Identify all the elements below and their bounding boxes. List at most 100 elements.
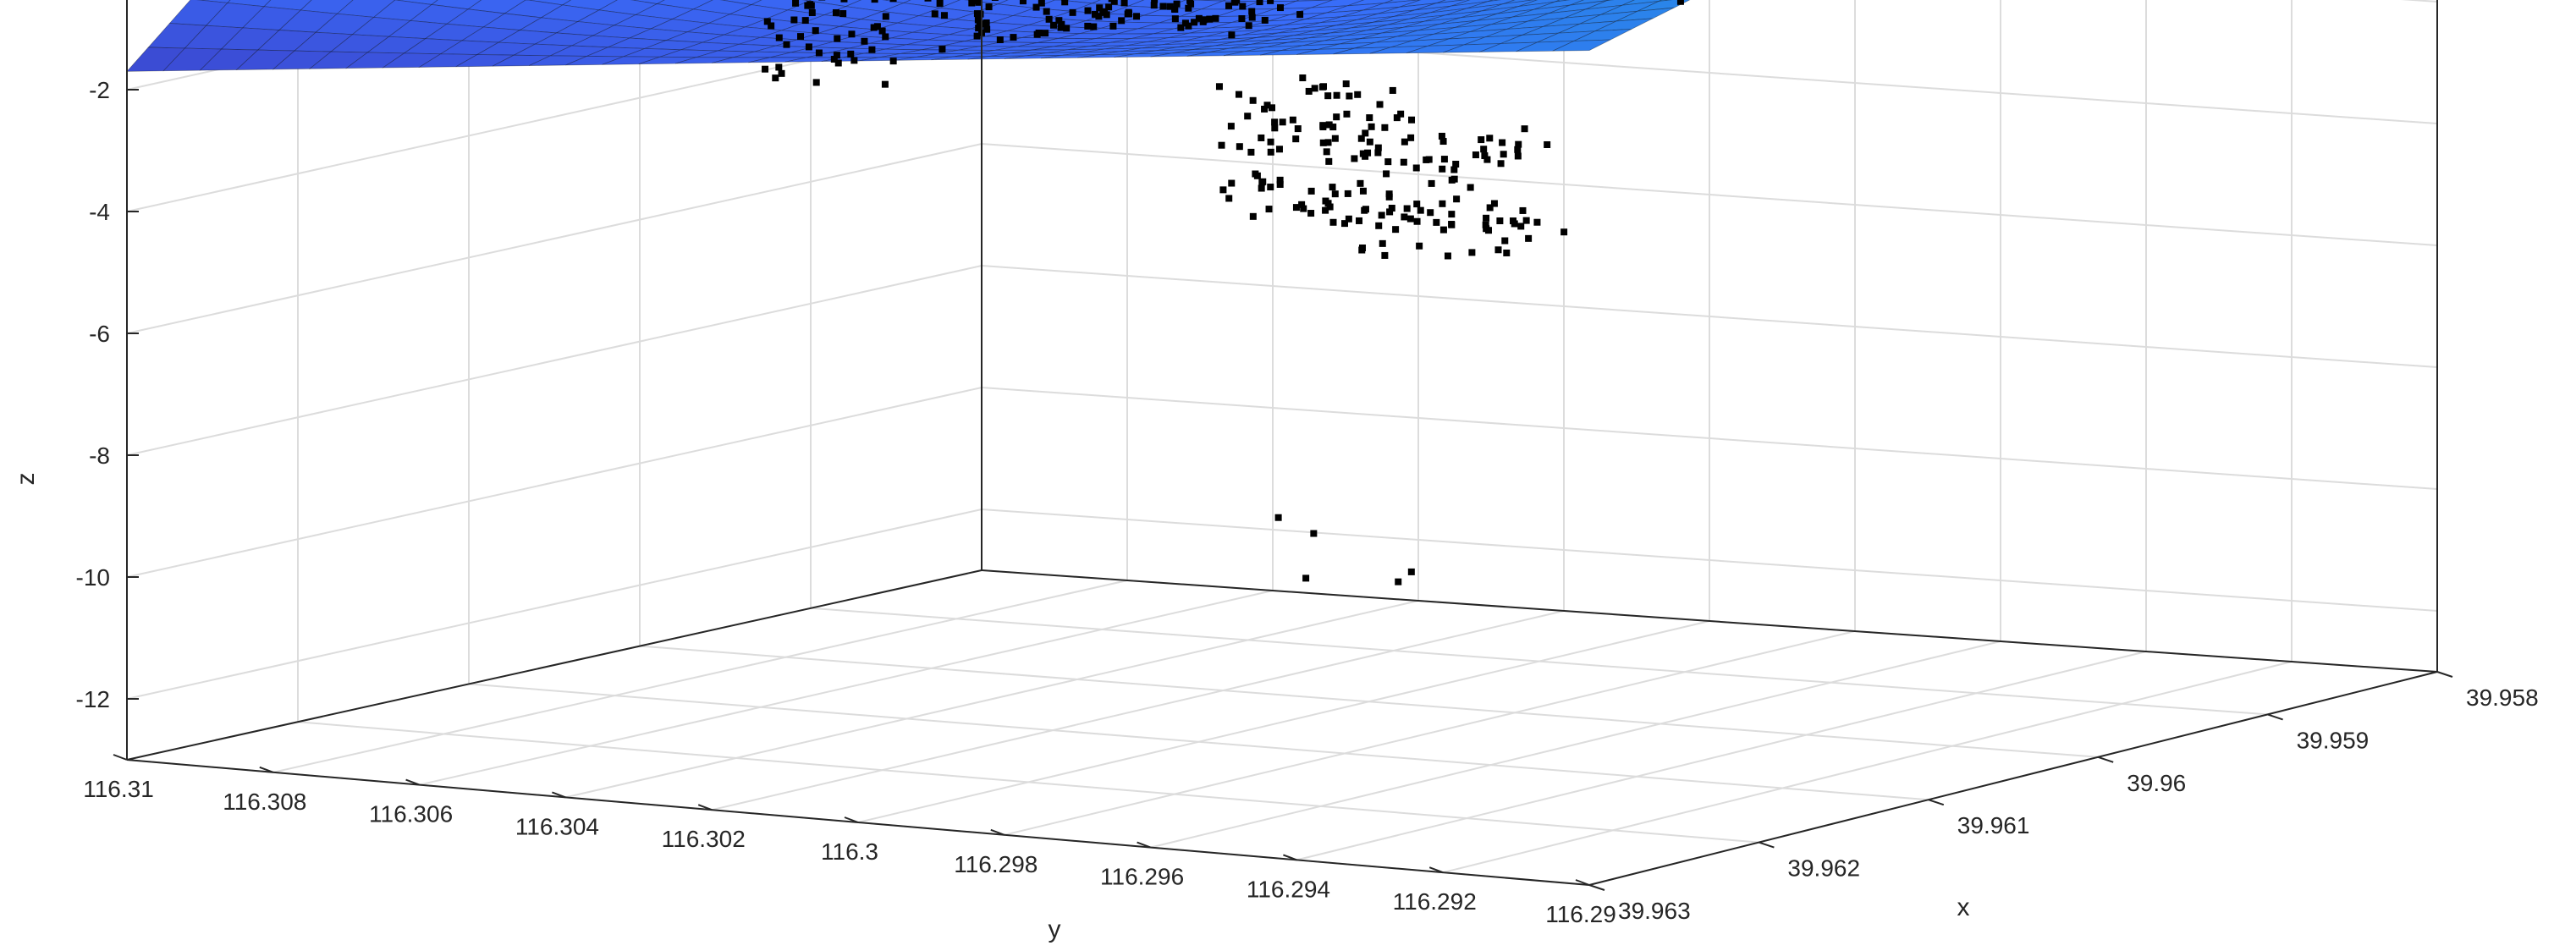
data-point: [1413, 201, 1421, 208]
data-point: [1310, 530, 1318, 537]
data-point: [1267, 184, 1274, 191]
data-point: [1366, 114, 1373, 122]
floor-grid-line: [297, 721, 1759, 844]
data-point: [1215, 83, 1223, 91]
data-point: [1544, 140, 1551, 148]
y-tick-mark: [990, 828, 1005, 836]
data-point: [1412, 164, 1420, 172]
data-point: [1397, 110, 1405, 118]
data-point: [1276, 4, 1284, 12]
data-point: [848, 30, 856, 38]
data-point: [1212, 14, 1219, 22]
data-point: [889, 58, 897, 65]
data-point: [969, 0, 977, 5]
data-point: [1417, 206, 1424, 214]
data-point: [1322, 206, 1329, 214]
y-tick-mark: [113, 754, 128, 761]
data-point: [1497, 160, 1505, 168]
data-point: [1292, 204, 1300, 212]
data-point: [873, 23, 881, 30]
floor-grid-line: [419, 590, 1274, 786]
data-point: [1249, 212, 1257, 220]
data-point: [775, 63, 783, 71]
data-point: [991, 0, 999, 1]
data-point: [818, 0, 826, 1]
x-tick-label: 39.959: [2297, 727, 2370, 753]
data-point: [1133, 13, 1141, 20]
data-point: [832, 8, 839, 16]
data-point: [1346, 92, 1353, 100]
data-point: [812, 79, 820, 86]
data-point: [1560, 228, 1568, 236]
data-point: [1362, 129, 1369, 137]
data-point: [1366, 138, 1373, 146]
data-point: [1467, 184, 1474, 191]
data-point: [1084, 22, 1092, 30]
data-point: [1362, 152, 1369, 160]
data-point: [1329, 218, 1337, 226]
data-point: [1170, 5, 1178, 13]
data-point: [1256, 0, 1263, 6]
data-point: [772, 74, 779, 82]
back-panes: [126, 0, 2438, 886]
data-point: [1275, 146, 1283, 153]
frame-edge: [126, 569, 983, 761]
data-point: [1340, 220, 1348, 228]
tick-labels: 420-2-4-6-8-10-12116.31116.308116.306116…: [76, 77, 2539, 927]
data-point: [975, 25, 983, 32]
data-point: [936, 0, 944, 7]
data-point: [797, 33, 805, 41]
data-point: [1228, 179, 1236, 187]
data-point: [1501, 237, 1509, 245]
x-tick-label: 39.963: [1618, 898, 1691, 924]
data-point: [1261, 16, 1269, 24]
data-point: [1267, 138, 1274, 146]
data-point: [1496, 217, 1504, 225]
data-point: [1118, 17, 1126, 25]
surface-patch: [1616, 7, 1675, 22]
y-tick-label: 116.308: [223, 789, 306, 815]
data-point: [1407, 568, 1415, 575]
data-point: [1393, 114, 1401, 122]
data-point: [1389, 86, 1396, 94]
data-point: [1357, 135, 1365, 142]
data-point: [1267, 0, 1274, 4]
scatter-points: [762, 0, 1684, 585]
data-point: [834, 59, 842, 67]
data-point: [1428, 179, 1435, 187]
data-point: [1416, 242, 1423, 250]
surface-patch: [467, 0, 526, 14]
data-point: [1195, 14, 1203, 22]
floor-grid-line: [1442, 661, 2293, 874]
x-tick-mark: [2436, 671, 2453, 678]
data-point: [1307, 187, 1315, 195]
data-point: [807, 2, 815, 9]
data-point: [783, 41, 790, 48]
floor-grid-line: [857, 620, 1710, 823]
data-point: [1450, 175, 1458, 183]
data-point: [1329, 184, 1336, 191]
data-point: [1344, 190, 1351, 197]
data-point: [1517, 223, 1525, 230]
data-point: [1244, 113, 1252, 120]
y-tick-label: 116.302: [662, 826, 746, 852]
data-point: [840, 0, 848, 3]
data-point: [1403, 205, 1411, 212]
data-point: [1019, 0, 1027, 5]
data-point: [1324, 200, 1332, 207]
floor-grid-line: [1296, 651, 2147, 861]
surface-patch: [1466, 0, 1516, 9]
data-point: [1439, 226, 1447, 234]
data-point: [871, 0, 878, 3]
data-point: [882, 13, 889, 20]
data-point: [985, 3, 993, 11]
data-point: [1063, 25, 1071, 32]
data-point: [1187, 0, 1195, 8]
y-tick-mark: [259, 766, 274, 773]
floor-grid-line: [272, 580, 1128, 773]
data-point: [1091, 10, 1098, 18]
data-point: [768, 22, 775, 30]
data-point: [1452, 161, 1460, 168]
data-point: [1181, 19, 1189, 27]
data-point: [1427, 209, 1434, 217]
